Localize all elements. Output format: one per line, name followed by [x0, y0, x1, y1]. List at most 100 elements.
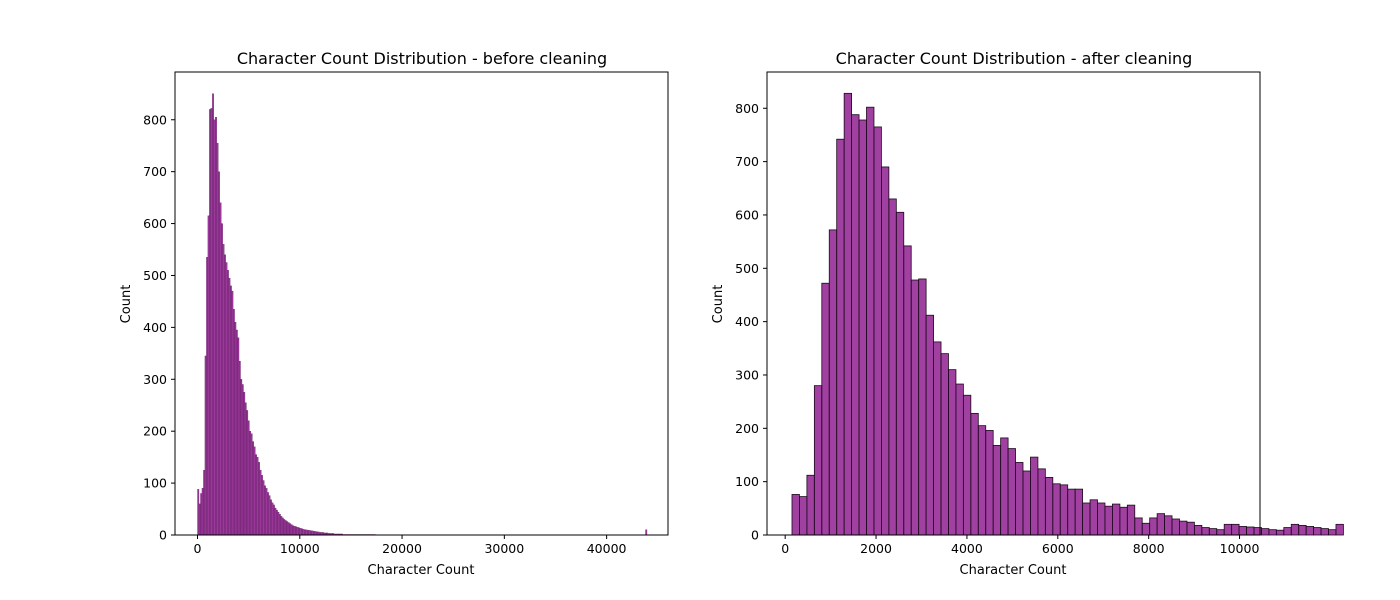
- x-tick-label: 30000: [484, 541, 524, 556]
- y-tick-label: 300: [143, 372, 167, 387]
- histogram-bar: [247, 420, 250, 536]
- x-axis-label: Character Count: [960, 563, 1067, 578]
- y-tick-label: 100: [735, 474, 759, 489]
- x-tick-label: 6000: [1042, 541, 1074, 556]
- histogram-bar: [271, 502, 274, 536]
- histogram-bar: [238, 360, 241, 536]
- histogram-bar: [1089, 499, 1098, 536]
- histogram-bar: [1112, 503, 1121, 536]
- histogram-bar: [1179, 520, 1188, 536]
- histogram-bar: [903, 245, 912, 536]
- y-tick-label: 800: [735, 101, 759, 116]
- histogram-bar: [895, 211, 905, 536]
- histogram-bar: [219, 202, 222, 536]
- histogram-bar: [1134, 517, 1143, 536]
- chart-after-cleaning: Character Count Distribution - after cle…: [711, 49, 1344, 578]
- histogram-bar: [851, 114, 860, 536]
- histogram-bar: [289, 523, 292, 536]
- histogram-bar: [305, 529, 308, 536]
- histogram-bar: [262, 480, 265, 536]
- y-tick-label: 400: [735, 314, 759, 329]
- histogram-bar: [1246, 526, 1255, 536]
- y-tick-label: 300: [735, 367, 759, 382]
- histogram-bar: [244, 402, 247, 536]
- y-tick-label: 0: [751, 528, 759, 543]
- y-tick-label: 200: [735, 421, 759, 436]
- histogram-bar: [272, 504, 275, 536]
- histogram-bar: [240, 379, 243, 536]
- histogram-bar: [206, 257, 209, 536]
- histogram-bar: [1268, 529, 1277, 536]
- chart-title: Character Count Distribution - before cl…: [237, 49, 607, 68]
- histogram-bar: [298, 527, 300, 536]
- histogram-bar: [209, 109, 211, 536]
- histogram-bar: [216, 142, 219, 536]
- histogram-bar: [304, 529, 306, 536]
- histogram-bar: [1305, 526, 1315, 536]
- histogram-bar: [229, 285, 232, 536]
- histogram-bar: [881, 166, 890, 536]
- histogram-bar: [1141, 522, 1151, 536]
- histogram-bar: [213, 119, 216, 536]
- histogram-bar: [198, 503, 201, 536]
- histogram-bar: [1119, 506, 1128, 536]
- histogram-bar: [1275, 529, 1285, 536]
- histogram-bar: [204, 355, 207, 536]
- histogram-bar: [1328, 529, 1337, 536]
- histogram-bar: [1283, 527, 1292, 536]
- histogram-bar: [253, 446, 256, 536]
- histogram-bar: [310, 530, 312, 536]
- histogram-bar: [225, 262, 228, 536]
- histogram-bar: [970, 412, 979, 536]
- histogram-bar: [293, 526, 296, 536]
- histogram-bar: [1171, 518, 1180, 536]
- histogram-bar: [268, 495, 271, 536]
- histogram-bar: [866, 106, 875, 536]
- histogram-bar: [307, 530, 309, 536]
- histogram-bar: [308, 530, 311, 536]
- histogram-bar: [252, 441, 255, 536]
- y-axis-label: Count: [711, 285, 726, 324]
- histogram-bar: [212, 93, 214, 536]
- histogram-bar: [301, 528, 303, 536]
- histogram-bar: [224, 254, 226, 536]
- histogram-bar: [286, 521, 289, 536]
- x-axis-label: Character Count: [368, 563, 475, 578]
- histogram-bar: [270, 499, 272, 536]
- x-tick-label: 0: [194, 541, 202, 556]
- histogram-bar: [264, 485, 266, 536]
- x-tick-label: 4000: [951, 541, 983, 556]
- bars-group: [791, 92, 1344, 536]
- histogram-bar: [1193, 524, 1203, 536]
- histogram-bar: [258, 462, 260, 536]
- histogram-bar: [1097, 502, 1106, 536]
- histogram-bar: [985, 430, 994, 536]
- histogram-bar: [813, 385, 823, 536]
- histogram-bar: [197, 489, 200, 536]
- histogram-bar: [207, 215, 210, 536]
- histogram-bar: [265, 488, 268, 536]
- histogram-bar: [203, 469, 206, 536]
- histogram-bar: [281, 517, 284, 536]
- histogram-bar: [1104, 505, 1113, 536]
- axes-frame: [174, 71, 669, 536]
- histogram-bar: [1000, 437, 1009, 536]
- histogram-bar: [925, 314, 934, 536]
- histogram-bar: [873, 126, 882, 536]
- histogram-bar: [1156, 513, 1165, 536]
- histogram-bar: [1231, 523, 1240, 536]
- histogram-bar: [1007, 448, 1016, 536]
- x-tick-label: 20000: [382, 541, 422, 556]
- histogram-bar: [1335, 523, 1344, 536]
- x-tick-label: 40000: [587, 541, 627, 556]
- histogram-bar: [280, 516, 283, 536]
- histogram-bar: [1238, 526, 1247, 536]
- histogram-bar: [1201, 527, 1210, 536]
- histogram-bar: [302, 529, 305, 536]
- histogram-bar: [821, 282, 830, 536]
- histogram-bar: [828, 229, 838, 536]
- histogram-bar: [843, 92, 853, 536]
- y-tick-label: 200: [143, 424, 167, 439]
- x-axis-ticks: 0 10000 20000 30000 40000: [194, 535, 627, 556]
